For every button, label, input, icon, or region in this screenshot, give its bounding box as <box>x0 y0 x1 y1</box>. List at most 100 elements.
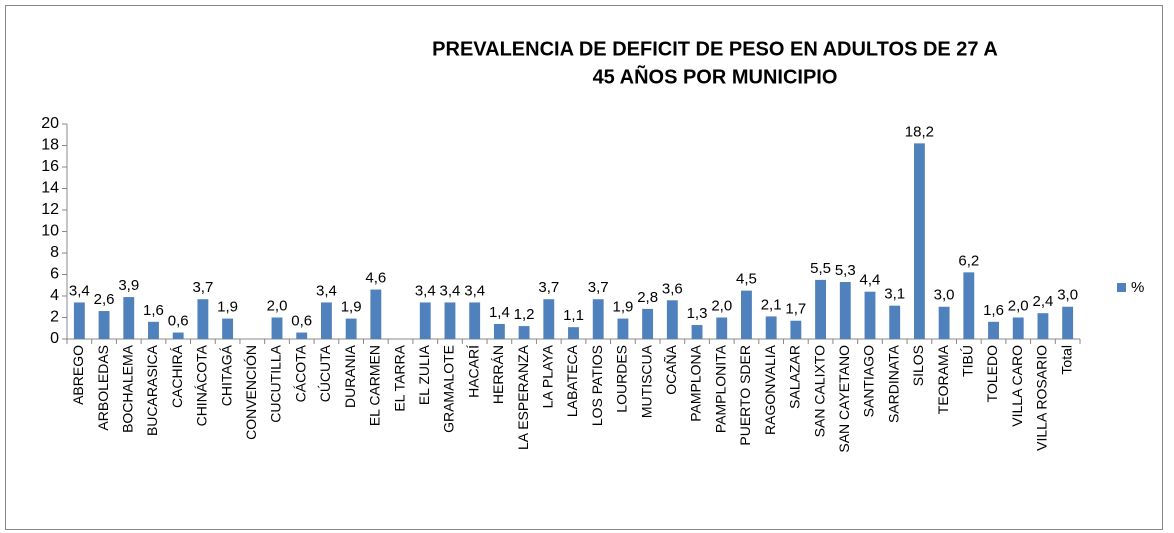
x-tick-label: VILLA CARO <box>1009 345 1025 427</box>
value-label: 4,6 <box>365 270 386 287</box>
value-label: 1,7 <box>785 301 806 318</box>
x-tick-label: CUCUTILLA <box>268 344 284 422</box>
bar <box>741 290 752 339</box>
bar <box>642 308 654 339</box>
y-tick-label: 2 <box>50 309 59 326</box>
value-label: 0,6 <box>168 313 189 330</box>
x-tick-label: VILLA ROSARIO <box>1034 345 1050 451</box>
y-tick-label: 10 <box>41 223 59 240</box>
value-label: 3,1 <box>884 286 905 303</box>
x-tick-label: LOURDES <box>614 345 630 413</box>
x-tick-label: Total <box>1058 345 1074 375</box>
x-tick-label: SARDINATA <box>885 344 901 423</box>
value-label: 5,3 <box>835 262 856 279</box>
value-label: 1,6 <box>143 302 164 319</box>
value-label: 3,7 <box>192 279 213 296</box>
x-tick-label: SANTIAGO <box>861 345 877 417</box>
bar <box>889 305 901 339</box>
x-tick-label: HERRÁN <box>490 345 506 404</box>
bar <box>296 332 308 339</box>
x-tick-label: BUCARASICA <box>144 344 160 436</box>
value-label: 3,4 <box>440 282 461 299</box>
bar <box>617 318 629 339</box>
x-tick-label: LOS PATIOS <box>589 345 605 426</box>
bar <box>691 325 703 339</box>
bar <box>197 299 209 339</box>
x-tick-label: RAGONVALIA <box>762 344 778 435</box>
x-tick-label: ARBOLEDAS <box>95 345 111 431</box>
bar <box>1037 313 1049 339</box>
value-label: 1,1 <box>563 307 584 324</box>
bar <box>370 289 382 339</box>
chart-title: 45 AÑOS POR MUNICIPIO <box>593 65 838 88</box>
bar <box>469 302 481 339</box>
bar <box>864 291 876 339</box>
x-tick-label: LA PLAYA <box>539 344 555 408</box>
value-label: 2,1 <box>761 296 782 313</box>
value-label: 3,0 <box>1057 287 1078 304</box>
x-tick-label: SAN CALIXTO <box>811 345 827 437</box>
value-label: 2,4 <box>1033 293 1054 310</box>
chart-border <box>5 5 1163 530</box>
y-tick-label: 20 <box>41 115 59 132</box>
bar <box>148 321 159 339</box>
value-label: 0,6 <box>291 313 312 330</box>
x-tick-label: CÚCUTA <box>317 344 333 402</box>
value-label: 2,0 <box>711 297 732 314</box>
value-label: 3,7 <box>538 279 559 296</box>
y-tick-label: 18 <box>41 137 59 154</box>
bar <box>345 318 357 339</box>
value-label: 18,2 <box>905 123 934 140</box>
value-label: 3,7 <box>588 279 609 296</box>
x-tick-label: CHITAGÁ <box>218 344 234 406</box>
bar <box>543 299 555 339</box>
x-tick-label: BOCHALEMA <box>119 344 135 433</box>
value-label: 3,4 <box>415 282 436 299</box>
x-tick-label: GRAMALOTE <box>441 345 457 433</box>
bar <box>172 332 184 339</box>
x-tick-label: SILOS <box>910 345 926 386</box>
bar <box>839 282 851 339</box>
value-label: 2,8 <box>637 289 658 306</box>
bar <box>790 320 802 339</box>
bar <box>493 323 505 339</box>
value-label: 1,4 <box>489 304 510 321</box>
value-label: 3,6 <box>662 280 683 297</box>
value-label: 3,4 <box>69 282 90 299</box>
x-tick-label: PAMPLONA <box>688 344 704 421</box>
value-label: 1,2 <box>514 306 535 323</box>
value-label: 6,2 <box>958 252 979 269</box>
bar <box>938 306 950 339</box>
x-tick-label: ABREGO <box>70 345 86 405</box>
value-label: 2,0 <box>267 297 288 314</box>
bar <box>963 272 975 339</box>
bar <box>568 327 579 339</box>
y-tick-label: 16 <box>41 158 59 175</box>
bar <box>271 317 283 339</box>
chart-title: PREVALENCIA DE DEFICIT DE PESO EN ADULTO… <box>432 38 998 60</box>
bar <box>815 279 827 339</box>
value-label: 3,4 <box>316 282 337 299</box>
y-tick-label: 14 <box>41 180 59 197</box>
x-tick-label: OCAÑA <box>663 344 679 394</box>
x-tick-label: LA ESPERANZA <box>515 344 531 450</box>
y-tick-label: 4 <box>50 287 59 304</box>
value-label: 2,0 <box>1008 297 1029 314</box>
bar <box>913 143 925 339</box>
bar <box>1062 306 1074 339</box>
x-tick-label: TEORAMA <box>935 344 951 414</box>
y-tick-label: 8 <box>50 244 59 261</box>
y-tick-label: 6 <box>50 266 59 283</box>
bar <box>988 321 999 339</box>
bar <box>518 326 530 339</box>
x-tick-label: PUERTO SDER <box>737 345 753 446</box>
x-tick-label: HACARÍ <box>465 345 481 398</box>
x-tick-label: EL CARMEN <box>367 345 383 426</box>
bar <box>419 302 431 339</box>
value-label: 1,3 <box>687 305 708 322</box>
y-tick-label: 12 <box>41 201 59 218</box>
x-tick-label: EL TARRA <box>391 344 407 411</box>
bar <box>123 297 135 339</box>
bar <box>716 317 728 339</box>
bar <box>98 311 110 339</box>
